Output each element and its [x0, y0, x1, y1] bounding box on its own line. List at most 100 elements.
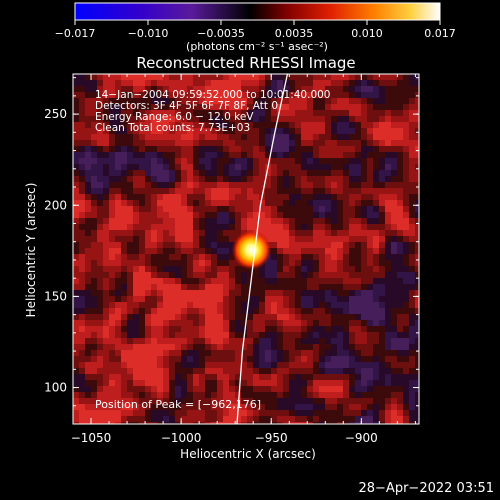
- heatmap-cell: [175, 182, 181, 188]
- heatmap-cell: [403, 206, 409, 212]
- heatmap-cell: [259, 284, 265, 290]
- heatmap-cell: [229, 254, 235, 260]
- heatmap-cell: [157, 332, 163, 338]
- heatmap-cell: [403, 380, 409, 386]
- heatmap-cell: [109, 302, 115, 308]
- heatmap-cell: [265, 308, 271, 314]
- heatmap-cell: [211, 368, 217, 374]
- heatmap-cell: [283, 362, 289, 368]
- heatmap-cell: [247, 380, 253, 386]
- heatmap-cell: [373, 260, 379, 266]
- heatmap-cell: [415, 74, 419, 80]
- heatmap-cell: [205, 74, 211, 80]
- heatmap-cell: [415, 98, 419, 104]
- heatmap-cell: [319, 302, 325, 308]
- heatmap-cell: [199, 296, 205, 302]
- heatmap-cell: [301, 170, 307, 176]
- heatmap-cell: [91, 254, 97, 260]
- heatmap-cell: [205, 158, 211, 164]
- heatmap-cell: [289, 116, 295, 122]
- heatmap-cell: [319, 338, 325, 344]
- heatmap-cell: [139, 200, 145, 206]
- heatmap-cell: [115, 392, 121, 398]
- heatmap-cell: [367, 308, 373, 314]
- heatmap-cell: [361, 284, 367, 290]
- heatmap-cell: [103, 410, 109, 416]
- heatmap-cell: [349, 212, 355, 218]
- heatmap-cell: [367, 200, 373, 206]
- heatmap-cell: [391, 80, 397, 86]
- heatmap-cell: [223, 140, 229, 146]
- heatmap-cell: [301, 254, 307, 260]
- heatmap-cell: [409, 224, 415, 230]
- heatmap-cell: [109, 266, 115, 272]
- heatmap-cell: [163, 260, 169, 266]
- heatmap-cell: [373, 332, 379, 338]
- heatmap-cell: [73, 266, 79, 272]
- heatmap-cell: [115, 314, 121, 320]
- heatmap-cell: [187, 164, 193, 170]
- heatmap-cell: [307, 392, 313, 398]
- heatmap-cell: [211, 176, 217, 182]
- heatmap-cell: [187, 80, 193, 86]
- heatmap-cell: [85, 206, 91, 212]
- heatmap-cell: [379, 200, 385, 206]
- heatmap-cell: [73, 350, 79, 356]
- heatmap-cell: [103, 170, 109, 176]
- heatmap-cell: [295, 332, 301, 338]
- heatmap-cell: [259, 380, 265, 386]
- heatmap-cell: [235, 338, 241, 344]
- heatmap-cell: [265, 410, 271, 416]
- heatmap-cell: [115, 134, 121, 140]
- heatmap-cell: [199, 386, 205, 392]
- heatmap-cell: [241, 206, 247, 212]
- heatmap-cell: [85, 164, 91, 170]
- heatmap-cell: [211, 206, 217, 212]
- heatmap-cell: [211, 266, 217, 272]
- heatmap-cell: [307, 356, 313, 362]
- heatmap-cell: [151, 224, 157, 230]
- heatmap-cell: [301, 290, 307, 296]
- heatmap-cell: [121, 260, 127, 266]
- heatmap-cell: [367, 194, 373, 200]
- heatmap-cell: [199, 134, 205, 140]
- heatmap-cell: [97, 200, 103, 206]
- heatmap-cell: [223, 266, 229, 272]
- heatmap-cell: [181, 140, 187, 146]
- heatmap-cell: [97, 134, 103, 140]
- heatmap-cell: [295, 392, 301, 398]
- heatmap-cell: [193, 410, 199, 416]
- heatmap-cell: [313, 182, 319, 188]
- heatmap-cell: [103, 146, 109, 152]
- heatmap-cell: [277, 212, 283, 218]
- heatmap-cell: [163, 200, 169, 206]
- heatmap-cell: [283, 92, 289, 98]
- heatmap-cell: [319, 416, 325, 422]
- heatmap-cell: [415, 308, 419, 314]
- heatmap-cell: [199, 188, 205, 194]
- heatmap-cell: [187, 338, 193, 344]
- heatmap-cell: [109, 386, 115, 392]
- heatmap-cell: [139, 158, 145, 164]
- heatmap-cell: [313, 140, 319, 146]
- heatmap-cell: [151, 86, 157, 92]
- heatmap-cell: [163, 392, 169, 398]
- heatmap-cell: [235, 362, 241, 368]
- heatmap-cell: [301, 122, 307, 128]
- heatmap-cell: [103, 314, 109, 320]
- heatmap-cell: [205, 182, 211, 188]
- heatmap-cell: [397, 344, 403, 350]
- heatmap-cell: [199, 224, 205, 230]
- heatmap-cell: [181, 374, 187, 380]
- heatmap-cell: [283, 278, 289, 284]
- heatmap-cell: [349, 146, 355, 152]
- heatmap-cell: [103, 218, 109, 224]
- heatmap-cell: [175, 362, 181, 368]
- heatmap-cell: [163, 350, 169, 356]
- heatmap-cell: [97, 182, 103, 188]
- heatmap-cell: [85, 224, 91, 230]
- heatmap-cell: [379, 272, 385, 278]
- heatmap-cell: [265, 116, 271, 122]
- heatmap-cell: [343, 206, 349, 212]
